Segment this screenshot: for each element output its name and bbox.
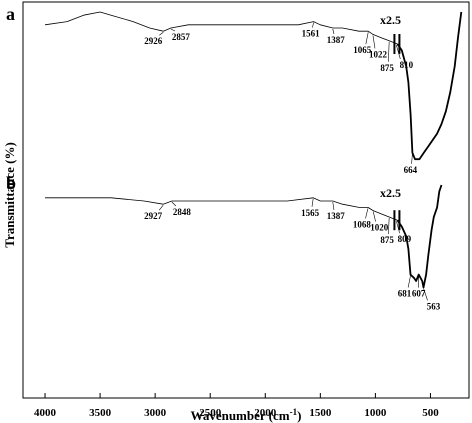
x-axis-label-text: Wavenumber (cm — [191, 408, 290, 423]
chart-marks — [44, 11, 463, 301]
peak-label: 875 — [380, 63, 394, 73]
y-axis-label: Transmittance (%) — [2, 142, 17, 248]
peak-label: 1022 — [369, 49, 388, 59]
peak-leader — [171, 201, 177, 207]
spectrum-b-segment-1 — [45, 197, 398, 221]
peak-leader — [372, 35, 376, 49]
peak-label: 1565 — [301, 208, 320, 218]
peak-label: 810 — [400, 60, 414, 70]
x-tick-label: 500 — [422, 407, 439, 419]
peak-leader — [372, 211, 376, 222]
peak-label: 2848 — [173, 207, 192, 217]
peak-label: 607 — [412, 289, 426, 299]
peak-leader — [407, 275, 411, 288]
peak-label: 1387 — [327, 35, 346, 45]
chart-labels: 4000 3500 3000 2500 2000 1500 1000 500 Wavenumbe… — [2, 4, 441, 423]
x-tick-label: 3000 — [144, 407, 167, 419]
peak-leader — [311, 198, 314, 207]
x-tick-label: 1500 — [309, 407, 332, 419]
peak-label: 681 — [398, 289, 412, 299]
scale-factor-label: x2.5 — [380, 13, 401, 27]
x-axis-label-superscript: -1 — [290, 407, 298, 417]
peak-leader — [158, 205, 164, 211]
peak-label: 1068 — [353, 219, 372, 229]
x-tick-label: 2000 — [254, 407, 277, 419]
peak-leader — [159, 31, 164, 36]
peak-leader — [423, 288, 428, 301]
peak-label: 2857 — [172, 32, 191, 42]
plot-frame — [22, 1, 470, 399]
peak-label: 1020 — [370, 223, 389, 233]
panel-a — [44, 11, 463, 164]
spectrum-a-segment-2 — [396, 11, 463, 161]
panel-label: b — [6, 173, 16, 193]
x-tick-label: 4000 — [34, 407, 57, 419]
peak-leader — [365, 208, 369, 219]
x-tick-label: 1000 — [364, 407, 387, 419]
peak-leader — [411, 153, 413, 164]
x-axis-label-close: ) — [297, 408, 301, 423]
peak-leader — [396, 221, 400, 234]
peak-leader — [388, 217, 390, 235]
peak-label: 809 — [398, 234, 412, 244]
peak-label: 1561 — [302, 29, 321, 39]
peak-label: 664 — [404, 165, 418, 175]
spectrum-b-segment-2 — [396, 184, 443, 289]
peak-label: 1065 — [353, 45, 372, 55]
peak-label: 2927 — [144, 211, 163, 221]
peak-leader — [332, 28, 335, 35]
scale-factor-label: x2.5 — [380, 186, 401, 200]
x-tick-label: 2500 — [199, 407, 222, 419]
peak-label: 875 — [380, 235, 394, 245]
panel-label: a — [6, 4, 15, 24]
peak-label: 563 — [427, 301, 441, 311]
peak-leader — [388, 41, 390, 62]
panel-b — [45, 184, 443, 301]
x-axis-label: Wavenumber (cm-1) — [191, 407, 302, 423]
chart-frame — [22, 1, 470, 399]
peak-label: 2926 — [144, 36, 163, 46]
peak-leader — [170, 28, 176, 32]
spectrum-a-segment-1 — [44, 11, 398, 45]
peak-label: 1387 — [327, 211, 346, 221]
x-tick-label: 3500 — [89, 407, 112, 419]
peak-leader — [365, 32, 369, 45]
peak-leader — [332, 201, 335, 211]
peak-leader — [312, 22, 314, 28]
peak-leader — [396, 44, 401, 60]
